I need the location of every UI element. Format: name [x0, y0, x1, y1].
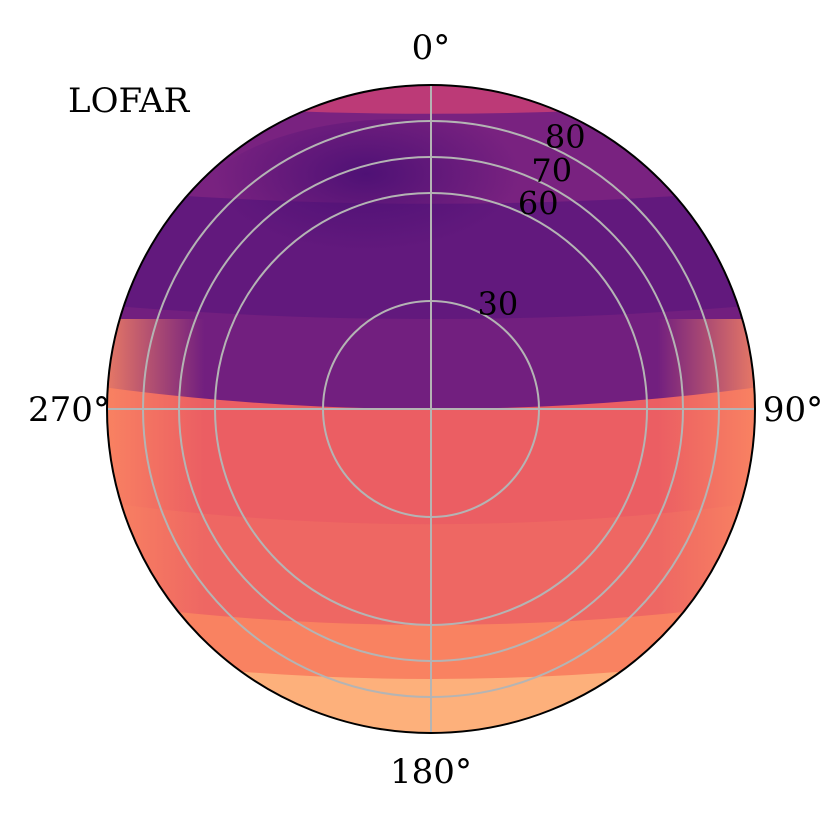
azimuth-label: 180° — [390, 752, 472, 792]
heat-dark-core — [181, 119, 621, 339]
chart-title: LOFAR — [68, 81, 191, 121]
zenith-ring-label: 70 — [531, 151, 572, 189]
azimuth-labels: 0° 90° 180° 270° — [28, 28, 823, 792]
zenith-ring-label: 60 — [518, 185, 559, 223]
zenith-ring-label: 80 — [545, 118, 586, 156]
azimuth-label: 90° — [763, 390, 823, 430]
azimuth-label: 270° — [28, 390, 110, 430]
zenith-ring-label: 30 — [477, 285, 518, 323]
azimuth-label: 0° — [412, 28, 451, 68]
polar-grid — [107, 85, 755, 733]
plot-outline — [106, 84, 756, 734]
